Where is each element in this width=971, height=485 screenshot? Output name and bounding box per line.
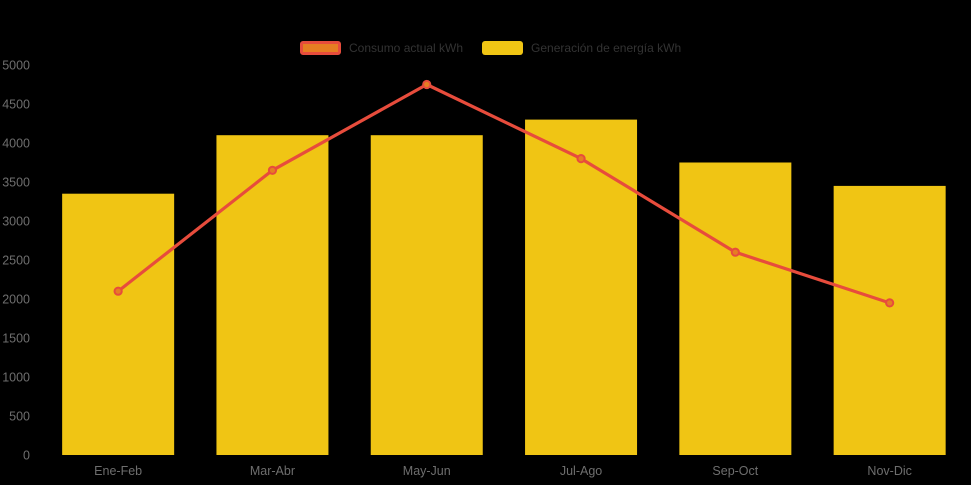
x-axis-label-jul-ago: Jul-Ago [560,464,602,478]
y-axis-tick-label: 1000 [2,371,30,385]
y-axis-tick-label: 1500 [2,332,30,346]
legend-label-consumo-actual: Consumo actual kWh [349,41,464,55]
legend-label-generacion-energia: Generación de energía kWh [531,41,682,55]
x-axis-label-may-jun: May-Jun [403,464,451,478]
x-axis-label-nov-dic: Nov-Dic [867,464,911,478]
y-axis-tick-label: 4000 [2,137,30,151]
x-axis-label-mar-abr: Mar-Abr [250,464,295,478]
bar-may-jun[interactable] [370,135,483,455]
line-point-ene-feb[interactable] [113,286,123,296]
line-point-nov-dic[interactable] [885,298,895,308]
y-axis-tick-label: 2500 [2,254,30,268]
x-axis-label-ene-feb: Ene-Feb [94,464,142,478]
legend-item-generacion-energia[interactable]: Generación de energía kWh [482,41,681,55]
line-point-jul-ago[interactable] [576,154,586,164]
y-axis-tick-label: 500 [9,410,30,424]
bar-mar-abr[interactable] [216,135,329,455]
legend-item-consumo-actual[interactable]: Consumo actual kWh [300,41,463,55]
line-point-may-jun[interactable] [422,79,432,90]
y-axis-tick-label: 5000 [2,59,30,73]
chart-legend: Consumo actual kWh Generación de energía… [300,41,681,55]
y-axis-tick-label: 4500 [2,98,30,112]
y-axis-tick-label: 3500 [2,176,30,190]
y-axis-tick-label: 0 [23,449,30,463]
line-point-mar-abr[interactable] [267,165,278,175]
y-axis-tick-label: 2000 [2,293,30,307]
x-axis-label-sep-oct: Sep-Oct [712,464,758,478]
y-axis-tick-label: 3000 [2,215,30,229]
bar-nov-dic[interactable] [833,185,946,455]
line-point-sep-oct[interactable] [730,247,740,257]
bar-jul-ago[interactable] [525,119,638,455]
bar-sep-oct[interactable] [679,162,792,456]
legend-swatch-line-series [300,41,341,55]
consumption-line [116,82,892,305]
bar-ene-feb[interactable] [62,193,175,455]
legend-swatch-bar-series [482,41,524,55]
